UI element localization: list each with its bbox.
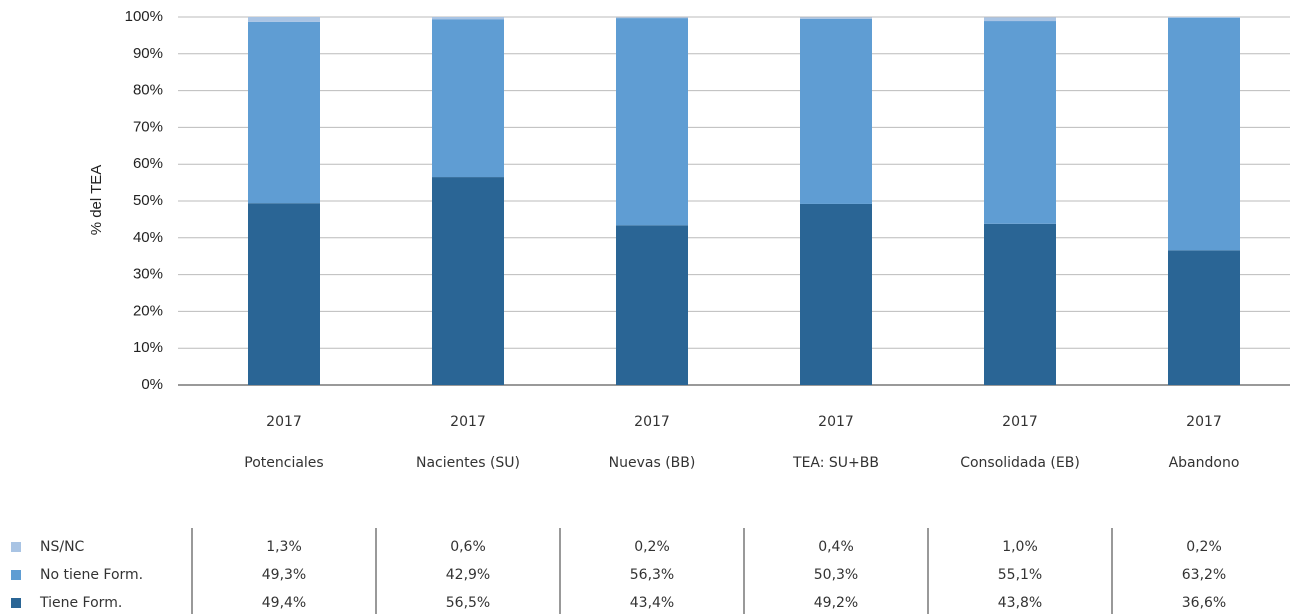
bar-segment [616,17,688,19]
x-tick-label: Nuevas (BB) [609,455,696,471]
legend-swatch [11,542,21,552]
y-tick-label: 70% [133,118,163,135]
x-tick-year: 2017 [450,414,486,430]
y-tick-label: 60% [133,155,163,172]
table-value: 63,2% [1182,567,1226,583]
table-value: 36,6% [1182,595,1226,611]
table-value: 0,2% [634,539,670,555]
bar-segment [984,17,1056,22]
x-tick-label: Nacientes (SU) [416,455,520,471]
bar-segment [616,18,688,226]
table-value: 56,3% [630,567,674,583]
y-tick-label: 30% [133,266,163,283]
y-axis-label: % del TEA [88,165,105,236]
x-tick-year: 2017 [266,414,302,430]
y-tick-label: 0% [141,376,163,393]
table-value: 43,4% [630,595,674,611]
bar-segment [800,18,872,204]
bar-segment [248,21,320,204]
bar-segment [432,177,504,385]
x-tick-label: TEA: SU+BB [792,455,879,471]
x-tick-label: Consolidada (EB) [960,455,1080,471]
bar-segment [984,21,1056,224]
table-value: 49,3% [262,567,306,583]
bar-segment [984,223,1056,385]
table-value: 43,8% [998,595,1042,611]
bar-segment [1168,250,1240,385]
x-tick-year: 2017 [1002,414,1038,430]
x-tick-year: 2017 [818,414,854,430]
bar-segment [432,19,504,178]
legend-label: Tiene Form. [39,595,122,611]
bar-segment [432,17,504,20]
table-value: 56,5% [446,595,490,611]
table-value: 50,3% [814,567,858,583]
bar-segment [616,225,688,385]
legend-swatch [11,570,21,580]
y-tick-label: 90% [133,45,163,62]
bar-segment [248,17,320,22]
x-tick-year: 2017 [634,414,670,430]
bar-segment [1168,17,1240,18]
x-tick-label: Potenciales [244,455,323,471]
table-value: 49,2% [814,595,858,611]
y-tick-label: 10% [133,339,163,356]
bar-segment [800,203,872,385]
table-value: 0,2% [1186,539,1222,555]
legend-label: No tiene Form. [40,567,143,583]
table-value: 1,0% [1002,539,1038,555]
y-tick-label: 80% [133,82,163,99]
y-tick-label: 100% [125,8,163,25]
table-value: 1,3% [266,539,302,555]
bar-segment [800,17,872,19]
legend-swatch [11,598,21,608]
y-tick-label: 20% [133,302,163,319]
table-value: 42,9% [446,567,490,583]
bar-segment [1168,17,1240,251]
y-tick-label: 40% [133,229,163,246]
y-tick-label: 50% [133,192,163,209]
legend-label: NS/NC [40,539,85,555]
table-value: 49,4% [262,595,306,611]
x-tick-label: Abandono [1169,455,1240,471]
x-tick-year: 2017 [1186,414,1222,430]
table-value: 0,6% [450,539,486,555]
table-value: 0,4% [818,539,854,555]
bar-segment [248,203,320,385]
table-value: 55,1% [998,567,1042,583]
